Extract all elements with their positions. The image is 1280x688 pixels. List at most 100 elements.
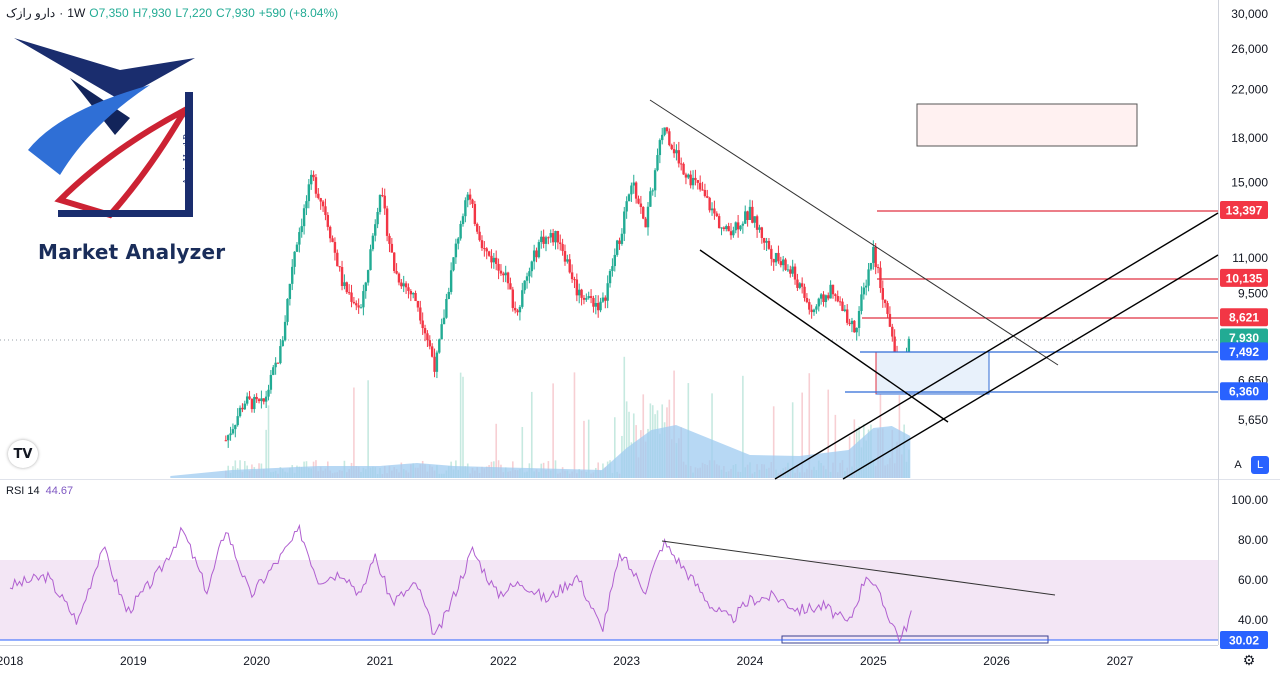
candle-body[interactable] bbox=[672, 149, 676, 154]
candle-body[interactable] bbox=[511, 289, 515, 308]
candle-body[interactable] bbox=[250, 398, 254, 410]
candle-body[interactable] bbox=[649, 191, 652, 207]
candle-body[interactable] bbox=[891, 326, 894, 337]
candle-body[interactable] bbox=[257, 399, 261, 402]
candle-body[interactable] bbox=[594, 302, 598, 307]
candle-body[interactable] bbox=[907, 338, 911, 352]
candle-body[interactable] bbox=[834, 294, 837, 296]
candle-body[interactable] bbox=[291, 266, 294, 284]
candle-body[interactable] bbox=[888, 313, 892, 327]
tradingview-logo-icon[interactable]: TV bbox=[8, 440, 38, 468]
price-level-tag[interactable] bbox=[1220, 268, 1268, 287]
candle-body[interactable] bbox=[836, 295, 839, 302]
candle-body[interactable] bbox=[457, 238, 460, 244]
candle-body[interactable] bbox=[236, 416, 239, 426]
candle-body[interactable] bbox=[286, 298, 289, 322]
candle-body[interactable] bbox=[352, 301, 356, 304]
symbol-name[interactable]: دارو رازک bbox=[6, 6, 56, 20]
candle-body[interactable] bbox=[886, 303, 889, 314]
candle-body[interactable] bbox=[857, 311, 861, 328]
candle-body[interactable] bbox=[317, 193, 320, 199]
candle-body[interactable] bbox=[537, 242, 541, 258]
candle-body[interactable] bbox=[817, 298, 820, 307]
candle-body[interactable] bbox=[478, 231, 481, 241]
candle-body[interactable] bbox=[395, 271, 398, 274]
candle-body[interactable] bbox=[551, 233, 555, 243]
candle-body[interactable] bbox=[630, 185, 633, 195]
interval[interactable]: 1W bbox=[67, 6, 86, 20]
candle-body[interactable] bbox=[340, 267, 344, 287]
candle-body[interactable] bbox=[741, 223, 745, 226]
candle-body[interactable] bbox=[253, 396, 256, 410]
candle-body[interactable] bbox=[869, 262, 873, 270]
candle-body[interactable] bbox=[720, 227, 723, 229]
candle-body[interactable] bbox=[853, 320, 856, 333]
candle-body[interactable] bbox=[226, 435, 230, 441]
uptrend-channel-upper[interactable] bbox=[774, 212, 1219, 480]
candle-body[interactable] bbox=[366, 270, 370, 283]
candle-body[interactable] bbox=[618, 240, 621, 244]
candle-body[interactable] bbox=[281, 340, 284, 347]
candle-body[interactable] bbox=[269, 374, 273, 390]
candle-body[interactable] bbox=[566, 259, 569, 262]
candle-body[interactable] bbox=[513, 307, 517, 311]
candle-body[interactable] bbox=[371, 235, 375, 250]
candle-body[interactable] bbox=[634, 182, 638, 199]
candle-body[interactable] bbox=[310, 174, 313, 185]
candle-body[interactable] bbox=[248, 396, 251, 399]
candle-body[interactable] bbox=[302, 208, 306, 227]
rsi-legend[interactable]: RSI 14 44.67 bbox=[6, 485, 73, 497]
candle-body[interactable] bbox=[687, 174, 690, 178]
candle-body[interactable] bbox=[523, 280, 526, 291]
candle-body[interactable] bbox=[262, 398, 265, 402]
candle-body[interactable] bbox=[516, 310, 519, 313]
candle-body[interactable] bbox=[419, 307, 422, 321]
candle-body[interactable] bbox=[713, 208, 716, 214]
candle-body[interactable] bbox=[717, 216, 721, 229]
candle-body[interactable] bbox=[706, 196, 709, 198]
candle-body[interactable] bbox=[411, 293, 415, 295]
candle-body[interactable] bbox=[430, 346, 434, 357]
candle-body[interactable] bbox=[608, 271, 612, 284]
candle-body[interactable] bbox=[779, 261, 783, 266]
candle-body[interactable] bbox=[727, 226, 730, 232]
candle-body[interactable] bbox=[473, 203, 477, 224]
candle-body[interactable] bbox=[293, 251, 296, 267]
candle-body[interactable] bbox=[324, 206, 327, 216]
candle-body[interactable] bbox=[525, 276, 529, 281]
candle-body[interactable] bbox=[445, 298, 448, 318]
candle-body[interactable] bbox=[767, 240, 771, 249]
candle-body[interactable] bbox=[568, 259, 571, 273]
candle-body[interactable] bbox=[651, 190, 654, 192]
candle-body[interactable] bbox=[497, 263, 500, 271]
candle-body[interactable] bbox=[599, 301, 602, 311]
candle-body[interactable] bbox=[288, 283, 292, 299]
candle-body[interactable] bbox=[530, 261, 533, 272]
candle-body[interactable] bbox=[627, 194, 631, 202]
candle-body[interactable] bbox=[751, 206, 754, 223]
candle-body[interactable] bbox=[509, 283, 512, 290]
candle-body[interactable] bbox=[547, 237, 550, 239]
candle-body[interactable] bbox=[850, 320, 854, 325]
candle-body[interactable] bbox=[725, 226, 728, 230]
candle-body[interactable] bbox=[295, 244, 299, 252]
candle-body[interactable] bbox=[461, 216, 465, 224]
candle-body[interactable] bbox=[722, 227, 726, 230]
candle-body[interactable] bbox=[661, 134, 664, 141]
candle-body[interactable] bbox=[625, 201, 628, 212]
downtrend-lower-line[interactable] bbox=[699, 249, 949, 423]
candle-body[interactable] bbox=[803, 286, 806, 298]
candle-body[interactable] bbox=[744, 211, 747, 224]
candle-body[interactable] bbox=[245, 396, 249, 404]
candle-body[interactable] bbox=[397, 273, 401, 283]
candle-body[interactable] bbox=[314, 177, 318, 194]
candle-body[interactable] bbox=[829, 284, 832, 299]
candle-body[interactable] bbox=[883, 299, 887, 304]
candle-body[interactable] bbox=[786, 269, 790, 271]
candle-body[interactable] bbox=[789, 269, 792, 274]
candle-body[interactable] bbox=[378, 195, 382, 212]
candle-body[interactable] bbox=[234, 425, 237, 430]
candle-body[interactable] bbox=[279, 346, 282, 364]
candle-body[interactable] bbox=[495, 257, 498, 264]
